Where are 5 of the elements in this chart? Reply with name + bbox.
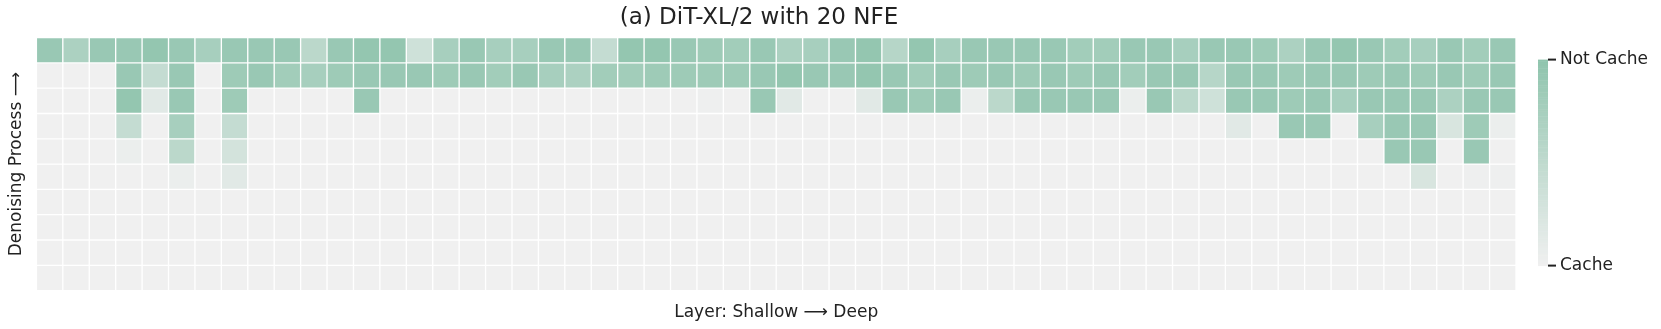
chart-title: (a) DiT-XL/2 with 20 NFE (619, 2, 899, 29)
y-axis-title: Denoising Process ⟶ (4, 71, 25, 257)
color-bar-label: Not Cache (1560, 48, 1649, 69)
x-axis-title: Layer: Shallow ⟶ Deep (674, 301, 879, 322)
color-bar-label: Cache (1560, 254, 1613, 275)
